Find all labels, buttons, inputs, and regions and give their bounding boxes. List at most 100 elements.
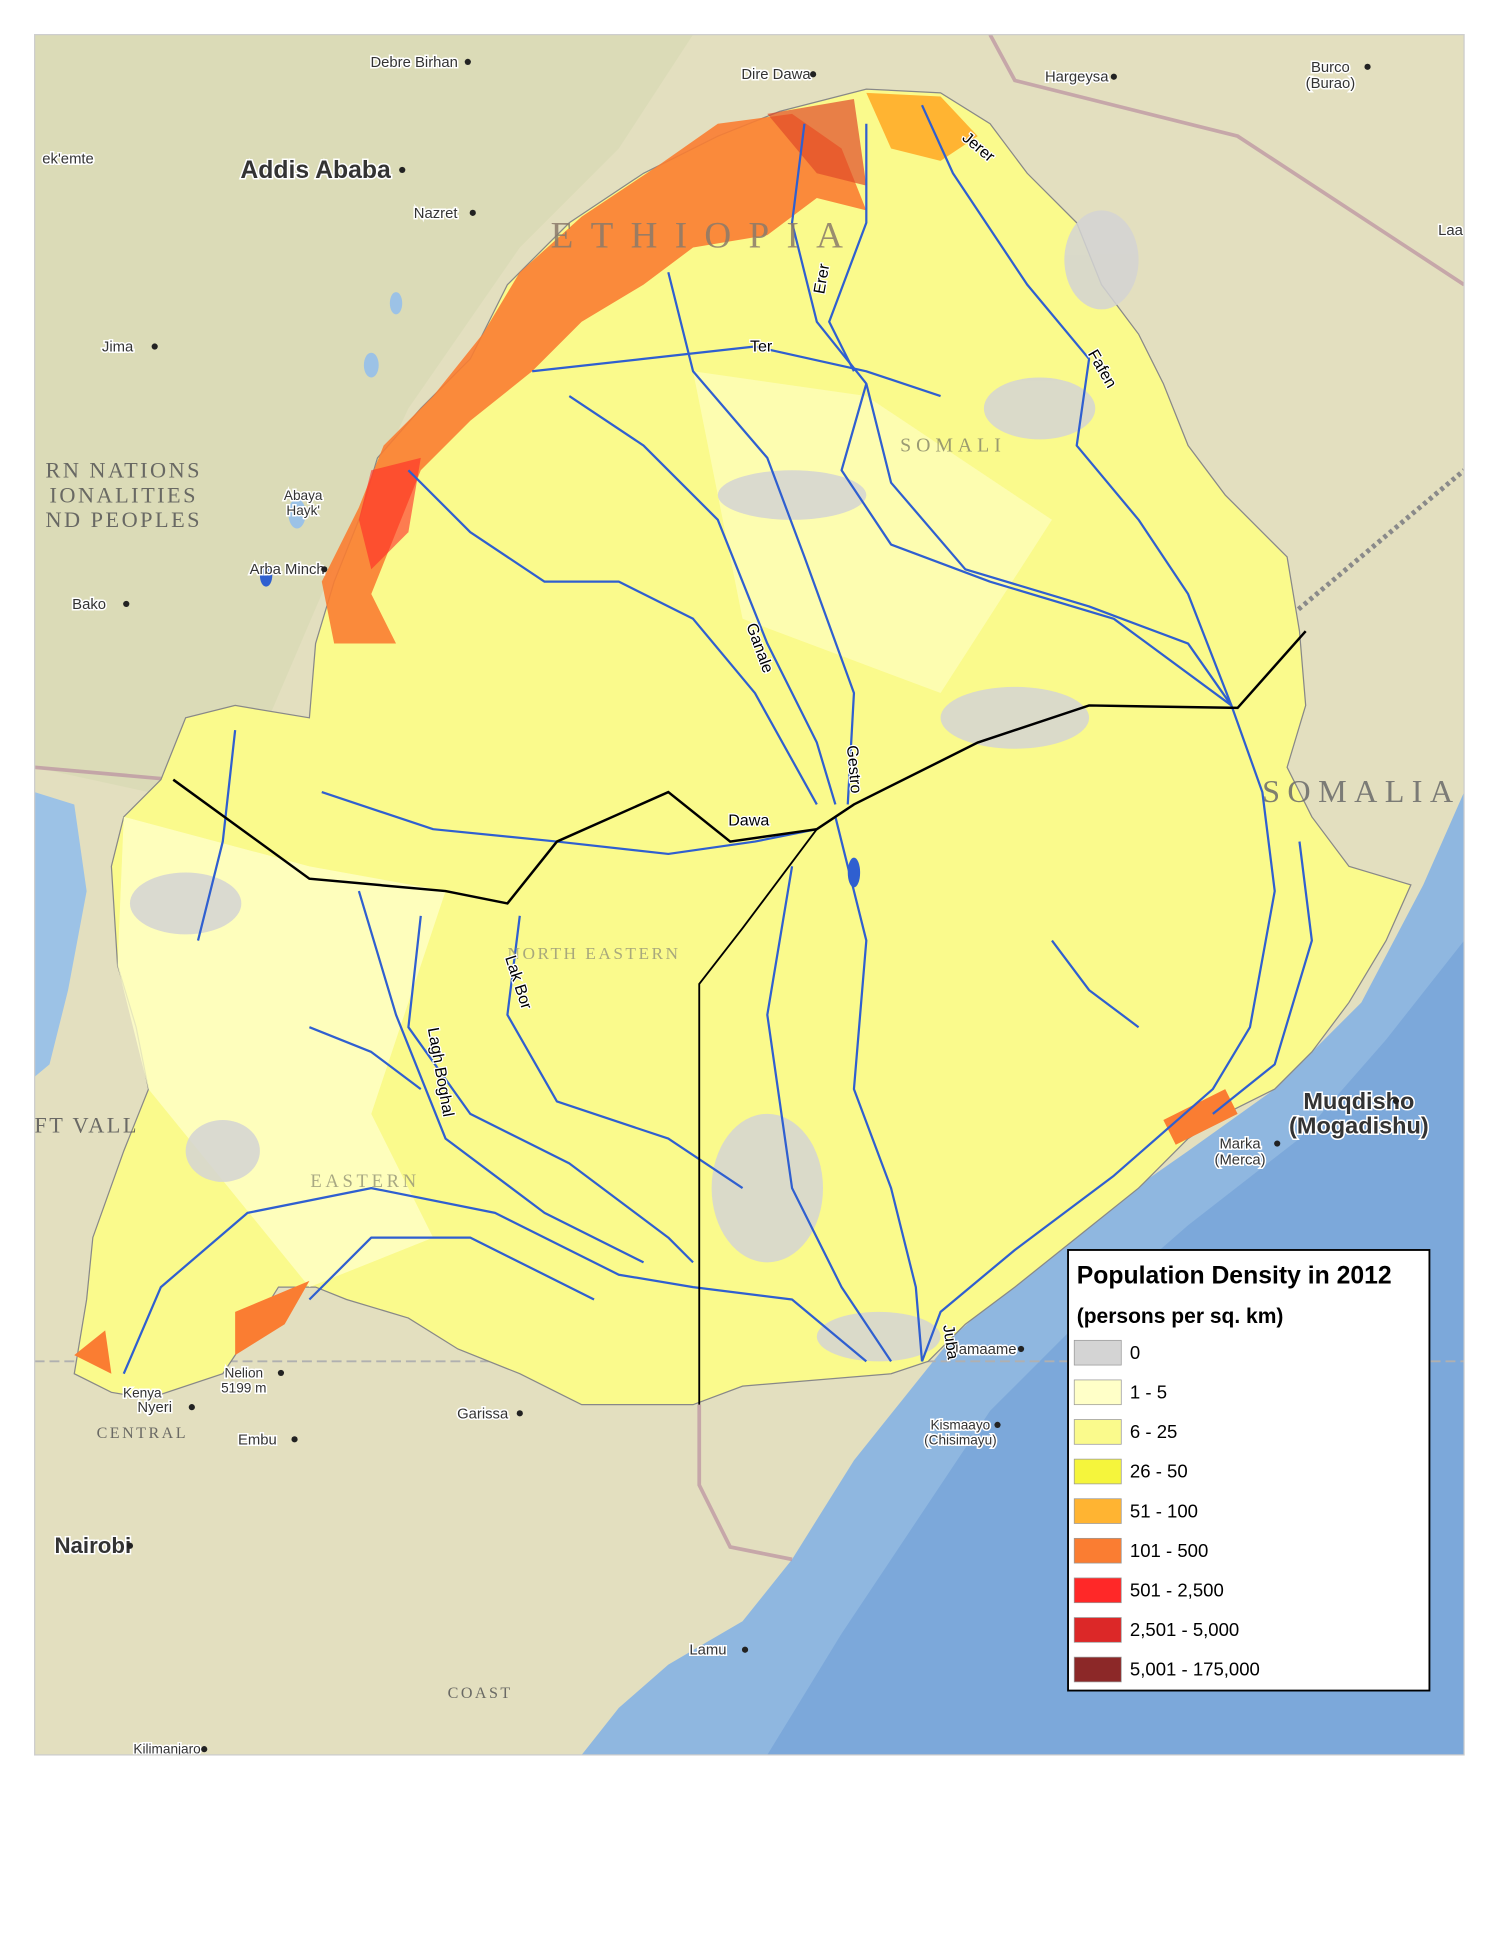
place-label: Nelion [225, 1365, 264, 1380]
legend-subtitle: (persons per sq. km) [1077, 1305, 1284, 1328]
lake-turkana [34, 792, 87, 1077]
place-dot [291, 1436, 298, 1443]
place-dot [321, 566, 328, 573]
place-dot [277, 1369, 285, 1377]
legend-swatch [1073, 1498, 1122, 1524]
place-label: Burco [1311, 60, 1350, 76]
river [766, 866, 892, 1362]
sparse-area [693, 371, 1052, 694]
legend-label: 0 [1130, 1342, 1140, 1363]
river [407, 915, 694, 1264]
place-dot [464, 58, 471, 65]
region-label: FT VALL [34, 1112, 139, 1137]
dense-area [358, 457, 421, 570]
river [308, 1026, 422, 1090]
highlands [34, 34, 694, 793]
river [532, 345, 941, 398]
place-sublabel: Hayk' [286, 503, 320, 518]
place-label: Marka [1219, 1136, 1261, 1152]
region-label: ETHIOPIA [551, 216, 861, 257]
legend: Population Density in 2012 (persons per … [1067, 1249, 1431, 1692]
place-label: Debre Birhan [370, 55, 457, 71]
legend-label: 26 - 50 [1130, 1461, 1188, 1482]
place-label: Kilimanjaro [133, 1742, 200, 1757]
river [920, 104, 1276, 1362]
region-label: IONALITIES [50, 482, 198, 507]
legend-swatch [1073, 1379, 1122, 1406]
legend-label: 501 - 2,500 [1130, 1580, 1224, 1601]
place-dot [123, 600, 130, 608]
place-label: Hargeysa [1045, 70, 1109, 86]
river [357, 890, 645, 1264]
place-label: Kismaayo [930, 1417, 990, 1432]
region-label: SOMALI [900, 435, 1006, 457]
river [196, 730, 237, 941]
river [407, 469, 818, 805]
legend-label: 1 - 5 [1130, 1381, 1167, 1402]
dense-area [866, 92, 978, 161]
region-label: EASTERN [310, 1171, 419, 1192]
river [122, 1186, 868, 1375]
river [506, 915, 744, 1190]
legend-label: 51 - 100 [1130, 1500, 1198, 1521]
place-label: Bako [72, 597, 106, 613]
place-label: Addis Ababa [240, 157, 391, 184]
place-dot [1017, 1345, 1025, 1353]
river [834, 816, 924, 1362]
legend-title: Population Density in 2012 [1077, 1262, 1392, 1289]
place-sublabel: (Burao) [1306, 76, 1356, 92]
river [667, 272, 856, 805]
place-sublabel: (Mogadishu) [1289, 1113, 1429, 1139]
lakes [259, 292, 861, 888]
place-label: Nairobi [54, 1533, 131, 1558]
legend-label: 6 - 25 [1130, 1421, 1177, 1442]
river [308, 1236, 595, 1301]
river-label: Ter [750, 337, 773, 355]
legend-box [1067, 1249, 1431, 1692]
unpopulated [129, 210, 1139, 1362]
river [828, 123, 868, 372]
place-label: Laa [1438, 223, 1464, 239]
place-label: Nyeri [137, 1400, 172, 1416]
place-dot [126, 1542, 134, 1549]
legend-swatch [1073, 1537, 1122, 1564]
place-label: Embu [238, 1432, 277, 1448]
legend-swatch [1073, 1458, 1122, 1485]
place-dot [1110, 73, 1117, 80]
region-label: NORTH EASTERN [508, 944, 681, 963]
legend-swatch [1073, 1419, 1122, 1445]
place-label: Garissa [457, 1406, 509, 1422]
place-label: Lamu [689, 1643, 726, 1659]
country-border [697, 1404, 793, 1562]
place-dot [810, 71, 817, 78]
legend-label: 2,501 - 5,000 [1130, 1619, 1239, 1640]
region-label: COAST [448, 1685, 513, 1702]
place-dot [188, 1404, 195, 1411]
place-label: Dire Dawa [741, 67, 811, 83]
region-label: ND PEOPLES [46, 507, 203, 532]
region-label: CENTRAL [97, 1425, 188, 1442]
river [1051, 939, 1140, 1029]
legend-swatch [1073, 1617, 1122, 1643]
place-label: Arba Minch [250, 562, 325, 578]
legend-swatch [1073, 1339, 1122, 1366]
place-dot [1274, 1140, 1281, 1147]
river-label: Juba [939, 1324, 962, 1361]
legend-swatch [1073, 1656, 1122, 1683]
place-dot [1364, 63, 1371, 70]
dense-area [235, 1280, 310, 1356]
river [790, 123, 1233, 707]
dense-area [767, 99, 867, 186]
place-label: ek'emte [42, 151, 94, 167]
place-label: Nazret [414, 206, 459, 222]
place-dot [201, 1746, 208, 1753]
place-dot [469, 209, 476, 216]
map-border [34, 34, 1465, 1756]
place-dot [151, 343, 158, 350]
legend-swatch [1073, 1577, 1122, 1604]
river [1212, 841, 1313, 1115]
river [568, 395, 837, 805]
place-dot [399, 166, 406, 174]
place-dot [1392, 1097, 1400, 1105]
